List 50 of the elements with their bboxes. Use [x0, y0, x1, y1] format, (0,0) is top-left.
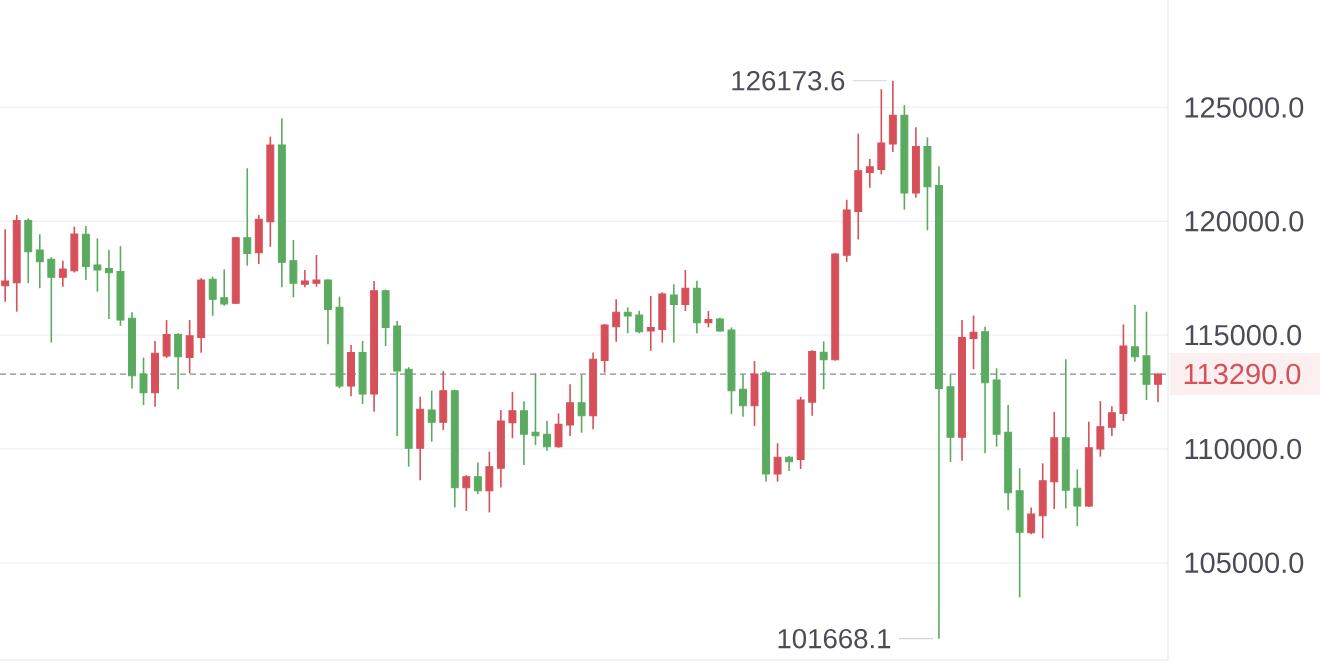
candlestick — [865, 158, 874, 189]
candlestick — [681, 269, 690, 312]
candlestick — [635, 309, 644, 335]
candlestick — [566, 383, 575, 437]
y-tick-label: 115000.0 — [1185, 324, 1302, 346]
y-tick-label: 110000.0 — [1185, 438, 1302, 460]
y-tick-label: 120000.0 — [1185, 211, 1304, 232]
candlestick — [427, 389, 436, 443]
ref-line-label: 113290.0 — [1184, 363, 1301, 385]
candlestick — [208, 275, 217, 317]
annotation: 101668.1 — [778, 628, 891, 649]
candlestick — [93, 237, 102, 293]
candlestick — [47, 256, 56, 344]
candlestick — [104, 249, 113, 320]
candlestick — [1073, 468, 1082, 527]
candlestick — [1096, 400, 1105, 458]
candlestick — [312, 254, 321, 288]
annotation: 126173.6 — [732, 70, 845, 91]
candlestick — [1130, 304, 1139, 363]
candlestick — [577, 374, 586, 434]
candlestick — [1154, 372, 1162, 404]
candlestick — [969, 314, 978, 371]
candlestick — [174, 332, 183, 391]
candlestick — [646, 295, 655, 352]
candlestick — [58, 259, 67, 288]
candlestick — [669, 283, 678, 344]
candlestick — [243, 167, 252, 267]
candlestick — [220, 268, 229, 307]
candlestick — [139, 356, 148, 406]
candlestick — [739, 373, 747, 418]
candlestick — [185, 319, 194, 375]
candlestick — [1, 228, 10, 303]
candlestick — [773, 442, 782, 483]
candlestick — [473, 461, 482, 495]
candlestick — [508, 391, 517, 440]
candlestick — [520, 400, 528, 466]
candlestick — [531, 372, 540, 446]
candlestick — [162, 319, 171, 359]
candlestick — [462, 474, 471, 512]
candlestick — [35, 233, 44, 290]
candlestick — [819, 340, 828, 391]
candlestick — [612, 298, 621, 343]
y-tick-label: 105000.0 — [1185, 552, 1304, 574]
y-tick-label: 125000.0 — [1185, 97, 1304, 118]
candlestick — [1027, 506, 1036, 536]
candlestick — [554, 412, 563, 449]
candlestick — [1107, 405, 1116, 437]
candlestick — [623, 306, 632, 335]
candlestick — [289, 239, 298, 299]
candlestick — [543, 419, 551, 452]
